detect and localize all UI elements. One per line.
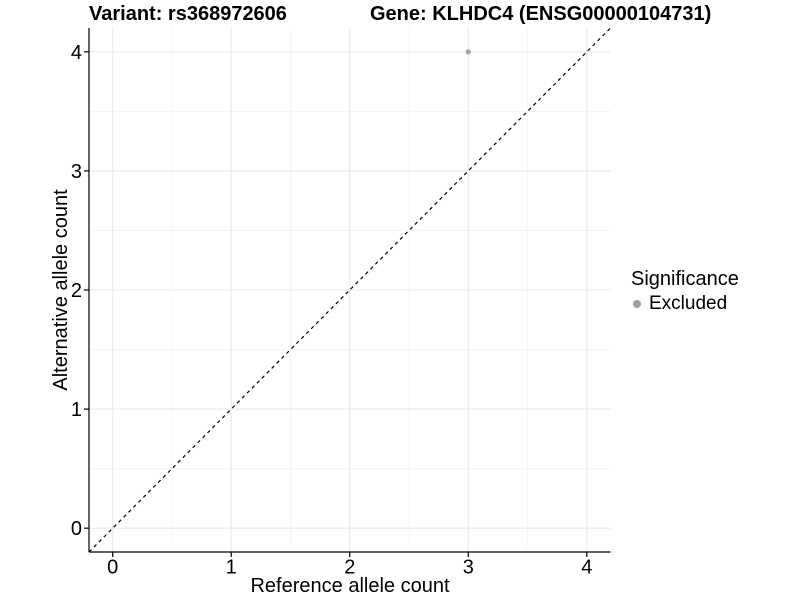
identity-dashed-line (88, 27, 611, 553)
y-tick-label: 1 (71, 399, 82, 421)
plot-title-variant: Variant: rs368972606 (89, 3, 287, 25)
legend-title: Significance (631, 268, 739, 290)
y-tick-label: 0 (71, 518, 82, 540)
x-axis-title: Reference allele count (250, 575, 449, 597)
axis-ticks (84, 51, 588, 557)
y-tick-label: 2 (71, 280, 82, 302)
major-gridlines (89, 28, 611, 552)
x-tick-label: 2 (344, 557, 355, 579)
excluded-point-icon (633, 300, 641, 308)
plot-title-gene: Gene: KLHDC4 (ENSG00000104731) (370, 3, 712, 25)
y-axis-title: Alternative allele count (50, 189, 72, 391)
tick-labels: 0 1 2 3 4 0 1 2 3 4 (71, 42, 592, 579)
data-points (465, 49, 471, 55)
legend-item-excluded: Excluded (631, 293, 739, 315)
x-tick-label: 3 (463, 557, 474, 579)
data-point (465, 49, 471, 55)
identity-line (88, 27, 611, 553)
x-tick-label: 4 (581, 557, 592, 579)
x-tick-label: 0 (107, 557, 118, 579)
y-tick-label: 3 (71, 161, 82, 183)
y-tick-label: 4 (71, 42, 82, 64)
legend-item-label: Excluded (649, 293, 728, 314)
x-tick-label: 1 (226, 557, 237, 579)
legend: Significance Excluded (631, 267, 739, 315)
